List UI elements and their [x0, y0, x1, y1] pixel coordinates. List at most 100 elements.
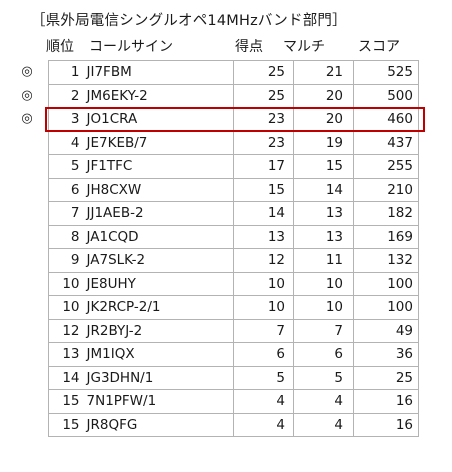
table-row: 15 7N1PFW/1 4 4 16 [48, 389, 419, 414]
multi-cell: 14 [293, 178, 354, 202]
callsign-cell: JA1CQD [83, 225, 234, 249]
award-mark: ◎ [21, 64, 33, 79]
multi-cell: 10 [293, 272, 354, 296]
points-cell: 4 [233, 389, 294, 414]
header-callsign: コールサイン [89, 39, 173, 55]
points-cell: 7 [233, 319, 294, 343]
rank-cell: 13 [48, 342, 84, 367]
multi-cell: 7 [293, 319, 354, 343]
score-cell: 500 [353, 84, 419, 108]
award-marks-column: ◎ ◎ ◎ [15, 60, 39, 436]
table-row: 10 JE8UHY 10 10 100 [48, 272, 419, 296]
rank-cell: 1 [48, 60, 84, 85]
award-mark [15, 272, 39, 296]
rank-cell: 4 [48, 131, 84, 155]
page-title: ［県外局電信シングルオペ14MHzバンド部門］ [31, 13, 347, 29]
award-mark [15, 201, 39, 225]
award-mark [15, 366, 39, 390]
rank-cell: 15 [48, 389, 84, 414]
rank-cell: 14 [48, 366, 84, 390]
rank-cell: 15 [48, 413, 84, 437]
multi-cell: 15 [293, 154, 354, 179]
rank-cell: 10 [48, 295, 84, 320]
header-multi: マルチ [283, 39, 325, 55]
table-row: 15 JR8QFG 4 4 16 [48, 413, 419, 437]
callsign-cell: JH8CXW [83, 178, 234, 202]
table-row: 14 JG3DHN/1 5 5 25 [48, 366, 419, 390]
score-cell: 210 [353, 178, 419, 202]
points-cell: 10 [233, 272, 294, 296]
callsign-cell: JM6EKY-2 [83, 84, 234, 108]
multi-cell: 11 [293, 248, 354, 273]
callsign-cell: JR2BYJ-2 [83, 319, 234, 343]
points-cell: 23 [233, 107, 294, 132]
callsign-cell: JA7SLK-2 [83, 248, 234, 273]
points-cell: 17 [233, 154, 294, 179]
score-cell: 100 [353, 272, 419, 296]
points-cell: 12 [233, 248, 294, 273]
multi-cell: 4 [293, 389, 354, 414]
points-cell: 25 [233, 84, 294, 108]
callsign-cell: JE8UHY [83, 272, 234, 296]
score-cell: 132 [353, 248, 419, 273]
award-mark [15, 389, 39, 413]
table-row: 4 JE7KEB/7 23 19 437 [48, 131, 419, 155]
multi-cell: 20 [293, 84, 354, 108]
table-row: 12 JR2BYJ-2 7 7 49 [48, 319, 419, 343]
rank-cell: 3 [48, 107, 84, 132]
table-row: 3 JO1CRA 23 20 460 [48, 107, 419, 132]
score-cell: 16 [353, 389, 419, 414]
callsign-cell: JM1IQX [83, 342, 234, 367]
callsign-cell: JR8QFG [83, 413, 234, 437]
table-row: 8 JA1CQD 13 13 169 [48, 225, 419, 249]
header-points: 得点 [235, 39, 263, 55]
multi-cell: 21 [293, 60, 354, 85]
table-row: 7 JJ1AEB-2 14 13 182 [48, 201, 419, 226]
award-mark [15, 413, 39, 437]
award-mark [15, 225, 39, 249]
points-cell: 15 [233, 178, 294, 202]
score-cell: 255 [353, 154, 419, 179]
rank-cell: 7 [48, 201, 84, 226]
results-table: 1 JI7FBM 25 21 525 2 JM6EKY-2 25 20 500 3 JO1CRA 23 2… [48, 60, 419, 437]
callsign-cell: JO1CRA [83, 107, 234, 132]
table-row: 1 JI7FBM 25 21 525 [48, 60, 419, 85]
award-mark [15, 178, 39, 202]
score-cell: 460 [353, 107, 419, 132]
score-cell: 182 [353, 201, 419, 226]
points-cell: 14 [233, 201, 294, 226]
rank-cell: 8 [48, 225, 84, 249]
multi-cell: 6 [293, 342, 354, 367]
score-cell: 16 [353, 413, 419, 437]
callsign-cell: 7N1PFW/1 [83, 389, 234, 414]
multi-cell: 13 [293, 201, 354, 226]
callsign-cell: JG3DHN/1 [83, 366, 234, 390]
callsign-cell: JE7KEB/7 [83, 131, 234, 155]
callsign-cell: JJ1AEB-2 [83, 201, 234, 226]
header-rank: 順位 [46, 39, 74, 55]
award-mark: ◎ [21, 111, 33, 126]
multi-cell: 10 [293, 295, 354, 320]
award-mark [15, 295, 39, 319]
rank-cell: 2 [48, 84, 84, 108]
table-row: 2 JM6EKY-2 25 20 500 [48, 84, 419, 108]
multi-cell: 4 [293, 413, 354, 437]
points-cell: 13 [233, 225, 294, 249]
award-mark: ◎ [21, 87, 33, 103]
table-row: 5 JF1TFC 17 15 255 [48, 154, 419, 179]
table-header: 順位 コールサイン 得点 マルチ スコア [0, 36, 452, 56]
rank-cell: 5 [48, 154, 84, 179]
callsign-cell: JK2RCP-2/1 [83, 295, 234, 320]
award-mark [15, 319, 39, 343]
multi-cell: 5 [293, 366, 354, 390]
points-cell: 5 [233, 366, 294, 390]
rank-cell: 9 [48, 248, 84, 273]
header-score: スコア [358, 39, 400, 55]
points-cell: 10 [233, 295, 294, 320]
points-cell: 6 [233, 342, 294, 367]
table-row: 10 JK2RCP-2/1 10 10 100 [48, 295, 419, 320]
award-mark [15, 248, 39, 272]
table-row: 9 JA7SLK-2 12 11 132 [48, 248, 419, 273]
multi-cell: 19 [293, 131, 354, 155]
score-cell: 525 [353, 60, 419, 85]
